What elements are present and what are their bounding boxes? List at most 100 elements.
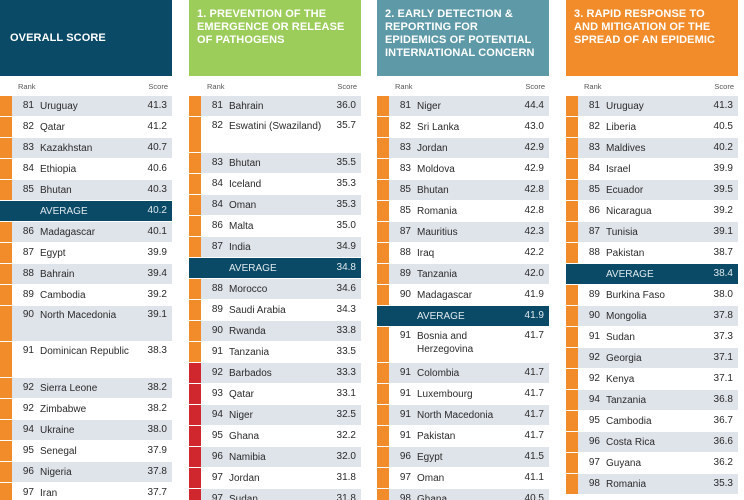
rank-cell: 89 bbox=[399, 268, 411, 279]
country-cell: Georgia bbox=[606, 353, 642, 364]
country-cell: Burkina Faso bbox=[606, 290, 665, 301]
score-cell: 40.6 bbox=[147, 163, 167, 174]
rank-cell: 90 bbox=[588, 310, 600, 321]
row-marker bbox=[189, 300, 201, 320]
country-cell: Jordan bbox=[229, 473, 260, 484]
rank-cell: 94 bbox=[211, 409, 223, 420]
table-row: 88 Iraq 42.2 bbox=[377, 243, 549, 264]
row-marker bbox=[189, 447, 201, 467]
row-marker bbox=[566, 453, 578, 473]
table-row: 97 Guyana 36.2 bbox=[566, 453, 738, 474]
rank-cell: 82 bbox=[22, 121, 34, 132]
row-marker bbox=[377, 285, 389, 305]
rank-cell: 84 bbox=[211, 199, 223, 210]
table-row: 81 Bahrain 36.0 bbox=[189, 96, 361, 117]
average-row: AVERAGE 38.4 bbox=[566, 264, 738, 285]
score-cell: 42.8 bbox=[524, 184, 544, 195]
rank-cell: 91 bbox=[588, 331, 600, 342]
ranking-table: 81 Uruguay 41.3 82 Qatar 41.2 83 Kazakhstan 40.7… bbox=[0, 96, 172, 500]
table-row: 91 Tanzania 33.5 bbox=[189, 342, 361, 363]
score-cell: 36.7 bbox=[713, 415, 733, 426]
rank-header: Rank bbox=[207, 82, 225, 91]
country-cell: Costa Rica bbox=[606, 437, 655, 448]
rank-cell: 81 bbox=[22, 100, 34, 111]
rank-cell: 86 bbox=[588, 205, 600, 216]
score-cell: 35.3 bbox=[713, 478, 733, 489]
country-cell: Morocco bbox=[229, 284, 268, 295]
column-header: Rank Score bbox=[189, 76, 361, 96]
score-header: Score bbox=[337, 82, 357, 91]
score-cell: 37.7 bbox=[147, 487, 167, 498]
table-row: 94 Tanzania 36.8 bbox=[566, 390, 738, 411]
table-row: 96 Egypt 41.5 bbox=[377, 447, 549, 468]
country-cell: Dominican Republic bbox=[40, 346, 129, 357]
country-cell: Maldives bbox=[606, 143, 646, 154]
country-cell: Ukraine bbox=[40, 425, 75, 436]
row-marker bbox=[0, 180, 12, 200]
country-cell: Mauritius bbox=[417, 227, 458, 238]
rank-cell: 91 bbox=[399, 409, 411, 420]
row-marker bbox=[377, 264, 389, 284]
rank-cell: 96 bbox=[211, 451, 223, 462]
row-marker bbox=[0, 441, 12, 461]
row-marker bbox=[566, 474, 578, 494]
panel-title: 2. EARLY DETECTION & REPORTING FOR EPIDE… bbox=[385, 8, 535, 59]
country-cell: Senegal bbox=[40, 446, 77, 457]
row-marker bbox=[566, 96, 578, 116]
table-row: 95 Cambodia 36.7 bbox=[566, 411, 738, 432]
country-cell: Niger bbox=[417, 101, 441, 112]
panel-title: 1. PREVENTION OF THE EMERGENCE OR RELEAS… bbox=[197, 8, 345, 46]
score-cell: 33.1 bbox=[336, 388, 356, 399]
panel-header: 3. RAPID RESPONSE TO AND MITIGATION OF T… bbox=[566, 0, 738, 76]
row-marker bbox=[377, 159, 389, 179]
row-marker bbox=[189, 174, 201, 194]
score-cell: 40.2 bbox=[713, 142, 733, 153]
country-cell: Zimbabwe bbox=[40, 404, 87, 415]
rank-cell: 97 bbox=[22, 487, 34, 498]
panel-title: OVERALL SCORE bbox=[10, 31, 106, 44]
country-cell: Niger bbox=[229, 410, 253, 421]
rank-cell: 81 bbox=[211, 100, 223, 111]
table-row: 82 Liberia 40.5 bbox=[566, 117, 738, 138]
country-cell: India bbox=[229, 242, 251, 253]
panel-title: 3. RAPID RESPONSE TO AND MITIGATION OF T… bbox=[574, 8, 716, 46]
panel-header: 2. EARLY DETECTION & REPORTING FOR EPIDE… bbox=[377, 0, 549, 76]
table-row: 92 Barbados 33.3 bbox=[189, 363, 361, 384]
table-row: 84 Iceland 35.3 bbox=[189, 174, 361, 195]
row-marker bbox=[0, 243, 12, 263]
row-marker bbox=[189, 342, 201, 362]
rank-cell: 97 bbox=[211, 493, 223, 500]
score-cell: 38.0 bbox=[147, 424, 167, 435]
table-row: 94 Niger 32.5 bbox=[189, 405, 361, 426]
country-cell: Malta bbox=[229, 221, 254, 232]
score-cell: 39.2 bbox=[713, 205, 733, 216]
panel-header: 1. PREVENTION OF THE EMERGENCE OR RELEAS… bbox=[189, 0, 361, 76]
row-marker bbox=[189, 363, 201, 383]
rank-cell: 91 bbox=[399, 388, 411, 399]
row-marker bbox=[377, 363, 389, 383]
rank-cell: 90 bbox=[399, 289, 411, 300]
ranking-table: 81 Uruguay 41.3 82 Liberia 40.5 83 Maldives 40.2… bbox=[566, 96, 738, 495]
country-cell: Bosnia and Herzegovina bbox=[417, 331, 474, 355]
rank-cell: 98 bbox=[588, 478, 600, 489]
row-marker bbox=[189, 117, 201, 152]
row-marker bbox=[377, 243, 389, 263]
score-cell: 33.3 bbox=[336, 367, 356, 378]
rank-cell: 97 bbox=[588, 457, 600, 468]
country-cell: Tanzania bbox=[606, 395, 647, 406]
score-cell: 43.0 bbox=[524, 121, 544, 132]
rank-cell: 88 bbox=[588, 247, 600, 258]
country-cell: Kazakhstan bbox=[40, 143, 93, 154]
score-cell: 41.7 bbox=[524, 409, 544, 420]
average-row: AVERAGE 34.8 bbox=[189, 258, 361, 279]
row-marker bbox=[189, 153, 201, 173]
score-cell: 40.1 bbox=[147, 226, 167, 237]
table-row: 91 Dominican Republic 38.3 bbox=[0, 342, 172, 378]
score-cell: 42.3 bbox=[524, 226, 544, 237]
rank-header: Rank bbox=[584, 82, 602, 91]
row-marker bbox=[377, 405, 389, 425]
row-marker bbox=[377, 384, 389, 404]
score-cell: 35.7 bbox=[336, 120, 356, 131]
table-row: 84 Israel 39.9 bbox=[566, 159, 738, 180]
row-marker bbox=[0, 222, 12, 242]
